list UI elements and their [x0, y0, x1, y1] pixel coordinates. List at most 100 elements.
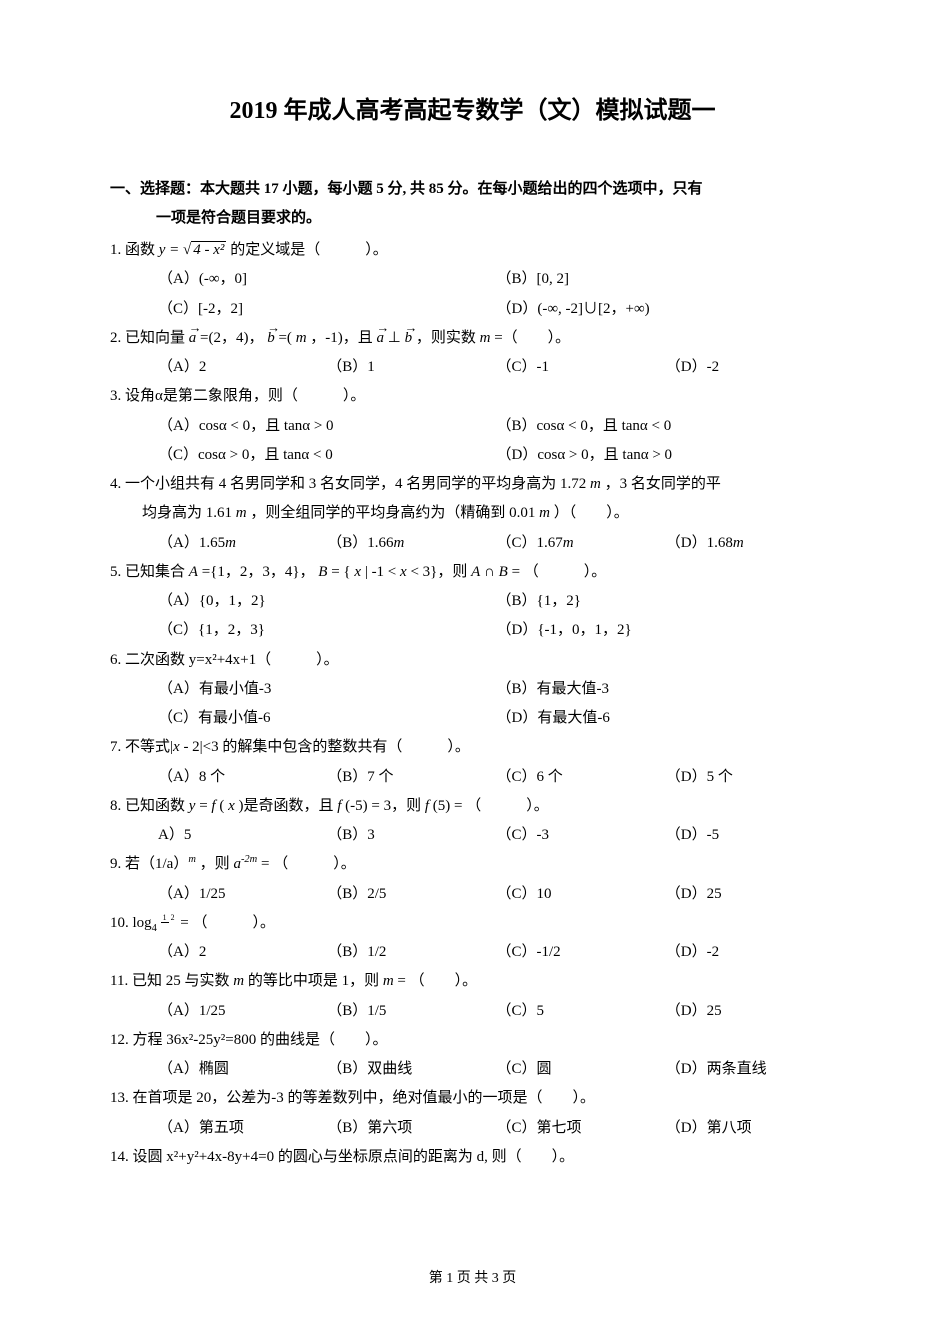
question-13: 13. 在首项是 20，公差为-3 的等差数列中，绝对值最小的一项是（ ）。 （…: [110, 1084, 835, 1143]
q8-opt-c: （C）-3: [497, 821, 666, 850]
q2-vec-b2: b: [405, 324, 413, 353]
q8-num: 8.: [110, 798, 121, 814]
q5-mid2: = {: [331, 564, 350, 580]
q6-text: 二次函数 y=x²+4x+1（ ）。: [125, 652, 339, 668]
q7-post: - 2|<3 的解集中包含的整数共有（ ）。: [180, 739, 470, 755]
question-7: 7. 不等式|x - 2|<3 的解集中包含的整数共有（ ）。 （A）8 个 （…: [110, 733, 835, 792]
q2-opt-d: （D）-2: [666, 353, 835, 382]
q1-num: 1.: [110, 242, 121, 258]
q1-opt-b: （B）[0, 2]: [497, 265, 836, 294]
q2-mid2: =(: [278, 330, 291, 346]
q8-pre: 已知函数: [125, 798, 185, 814]
q2-vec-b1: b: [267, 324, 275, 353]
q12-num: 12.: [110, 1032, 129, 1048]
q13-opt-a: （A）第五项: [158, 1114, 327, 1143]
q9-a: a: [233, 856, 241, 872]
q12-opt-a: （A）椭圆: [158, 1055, 327, 1084]
q5-mid4: < 3}，则: [410, 564, 467, 580]
q8-mid3: )是奇函数，且: [239, 798, 334, 814]
q3-opt-c: （C）cosα > 0，且 tanα < 0: [158, 441, 497, 470]
q8-end: (5) = （ ）。: [433, 798, 549, 814]
question-3: 3. 设角α是第二象限角，则（ ）。 （A）cosα < 0，且 tanα > …: [110, 382, 835, 470]
q9-opt-d: （D）25: [666, 880, 835, 909]
q4-line2: 均身高为 1.61: [142, 505, 232, 521]
q8-f2: f: [337, 798, 341, 814]
q9-opt-c: （C）10: [497, 880, 666, 909]
q11-m1: m: [233, 973, 244, 989]
q2-end: =（ ）。: [494, 330, 570, 346]
q5-pre: 已知集合: [125, 564, 185, 580]
q6-opt-b: （B）有最大值-3: [497, 675, 836, 704]
q8-y: y: [189, 798, 196, 814]
q7-opt-d: （D）5 个: [666, 763, 835, 792]
question-6: 6. 二次函数 y=x²+4x+1（ ）。 （A）有最小值-3 （B）有最大值-…: [110, 646, 835, 734]
section-1-line1: 一、选择题：本大题共 17 小题，每小题 5 分, 共 85 分。在每小题给出的…: [110, 175, 835, 204]
q5-x1: x: [354, 564, 361, 580]
q4-m3: m: [539, 505, 550, 521]
q5-A1: A: [189, 564, 198, 580]
q2-post: ，则实数: [416, 330, 476, 346]
q9-opt-a: （A）1/25: [158, 880, 327, 909]
q11-opt-c: （C）5: [497, 997, 666, 1026]
question-4: 4. 一个小组共有 4 名男同学和 3 名女同学，4 名男同学的平均身高为 1.…: [110, 470, 835, 558]
q10-pre: log: [133, 915, 152, 931]
q2-opt-c: （C）-1: [497, 353, 666, 382]
q6-opt-a: （A）有最小值-3: [158, 675, 497, 704]
q2-text-pre: 已知向量: [125, 330, 185, 346]
question-2: 2. 已知向量 a =(2，4)， b =( m ，-1)，且 a ⊥ b ，则…: [110, 324, 835, 383]
q5-mid3: | -1 <: [365, 564, 400, 580]
q12-text: 方程 36x²-25y²=800 的曲线是（ ）。: [133, 1032, 388, 1048]
q5-x2: x: [400, 564, 407, 580]
q4-opt-d: （D）1.68m: [666, 529, 835, 558]
q8-f3: f: [425, 798, 429, 814]
question-14: 14. 设圆 x²+y²+4x-8y+4=0 的圆心与坐标原点间的距离为 d, …: [110, 1143, 835, 1172]
q7-pre: 不等式|: [125, 739, 173, 755]
q7-num: 7.: [110, 739, 121, 755]
q7-opt-b: （B）7 个: [327, 763, 496, 792]
q9-pre: 若（1/a）: [125, 856, 188, 872]
q4-line1-end: ，3 名女同学的平: [605, 476, 721, 492]
q11-opt-a: （A）1/25: [158, 997, 327, 1026]
q3-text: 设角α是第二象限角，则（ ）。: [125, 388, 365, 404]
q4-num: 4.: [110, 476, 121, 492]
q12-opt-d: （D）两条直线: [666, 1055, 835, 1084]
q4-line1: 一个小组共有 4 名男同学和 3 名女同学，4 名男同学的平均身高为 1.72: [125, 476, 586, 492]
document-title: 2019 年成人高考高起专数学（文）模拟试题一: [110, 90, 835, 125]
q5-mid5: ∩: [484, 564, 495, 580]
q2-vec-a1: a: [189, 324, 197, 353]
q11-num: 11.: [110, 973, 128, 989]
q9-opt-b: （B）2/5: [327, 880, 496, 909]
q2-num: 2.: [110, 330, 121, 346]
q13-num: 13.: [110, 1090, 129, 1106]
q5-mid1: ={1，2，3，4}，: [202, 564, 315, 580]
q14-num: 14.: [110, 1149, 129, 1165]
q10-opt-d: （D）-2: [666, 938, 835, 967]
q2-m2: m: [480, 330, 491, 346]
section-1-line2: 一项是符合题目要求的。: [110, 204, 835, 233]
q11-end: = （ ）。: [397, 973, 477, 989]
q3-opt-a: （A）cosα < 0，且 tanα > 0: [158, 412, 497, 441]
q2-opt-a: （A）2: [158, 353, 327, 382]
q8-mid4: (-5) = 3，则: [345, 798, 421, 814]
q11-opt-b: （B）1/5: [327, 997, 496, 1026]
q1-opt-d: （D）(-∞, -2]∪[2，+∞): [497, 295, 836, 324]
q2-mid3: ，-1)，且: [310, 330, 373, 346]
q10-frac: 12: [161, 914, 177, 922]
q3-opt-b: （B）cosα < 0，且 tanα < 0: [497, 412, 836, 441]
q6-opt-c: （C）有最小值-6: [158, 704, 497, 733]
q10-end: = （ ）。: [180, 915, 275, 931]
q5-num: 5.: [110, 564, 121, 580]
q11-m2: m: [383, 973, 394, 989]
q14-text: 设圆 x²+y²+4x-8y+4=0 的圆心与坐标原点间的距离为 d, 则（ ）…: [133, 1149, 575, 1165]
q5-end: = （ ）。: [512, 564, 607, 580]
q13-opt-b: （B）第六项: [327, 1114, 496, 1143]
q2-mid4: ⊥: [388, 330, 401, 346]
q4-opt-a: （A）1.65m: [158, 529, 327, 558]
q1-formula: y = √4 - x²: [159, 241, 230, 258]
q1-text-post: 的定义域是（ ）。: [230, 242, 388, 258]
q9-exp: m: [188, 854, 196, 865]
q13-text: 在首项是 20，公差为-3 的等差数列中，绝对值最小的一项是（ ）。: [133, 1090, 596, 1106]
q3-opt-d: （D）cosα > 0，且 tanα > 0: [497, 441, 836, 470]
q11-pre: 已知 25 与实数: [132, 973, 230, 989]
q4-line2-end: ）（ ）。: [554, 505, 629, 521]
